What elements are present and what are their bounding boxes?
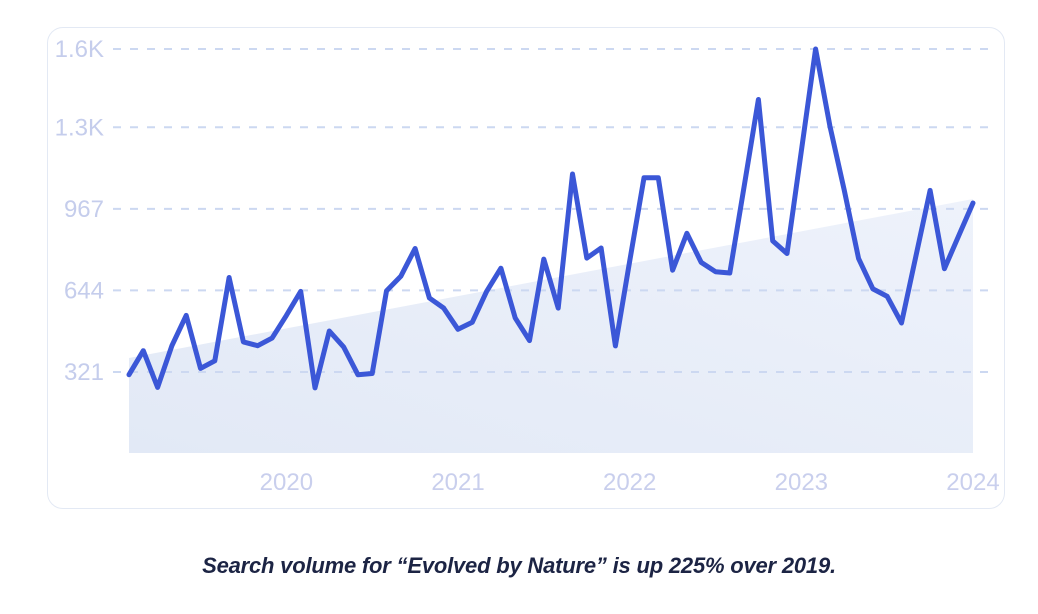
x-tick-label: 2020	[260, 469, 313, 496]
y-tick-label: 1.3K	[55, 114, 104, 141]
x-tick-label: 2022	[603, 469, 656, 496]
series-line	[126, 46, 976, 391]
x-tick-label: 2023	[775, 469, 828, 496]
y-tick-label: 1.6K	[55, 36, 104, 63]
trend-area	[129, 198, 973, 453]
chart-caption: Search volume for “Evolved by Nature” is…	[202, 553, 836, 578]
y-axis-labels: 1.6K 1.3K 967 644 321	[55, 36, 104, 386]
y-tick-label: 644	[64, 277, 104, 304]
y-tick-label: 321	[64, 359, 104, 386]
search-volume-chart: 1.6K 1.3K 967 644 321 2020 2021 2022 2023 2024	[55, 36, 1000, 496]
chart-card: 1.6K 1.3K 967 644 321 2020 2021 2022 2023 2024	[47, 27, 1005, 509]
x-tick-label: 2024	[946, 469, 999, 496]
x-axis-labels: 2020 2021 2022 2023 2024	[260, 469, 1000, 496]
x-tick-label: 2021	[431, 469, 484, 496]
y-tick-label: 967	[64, 196, 104, 223]
